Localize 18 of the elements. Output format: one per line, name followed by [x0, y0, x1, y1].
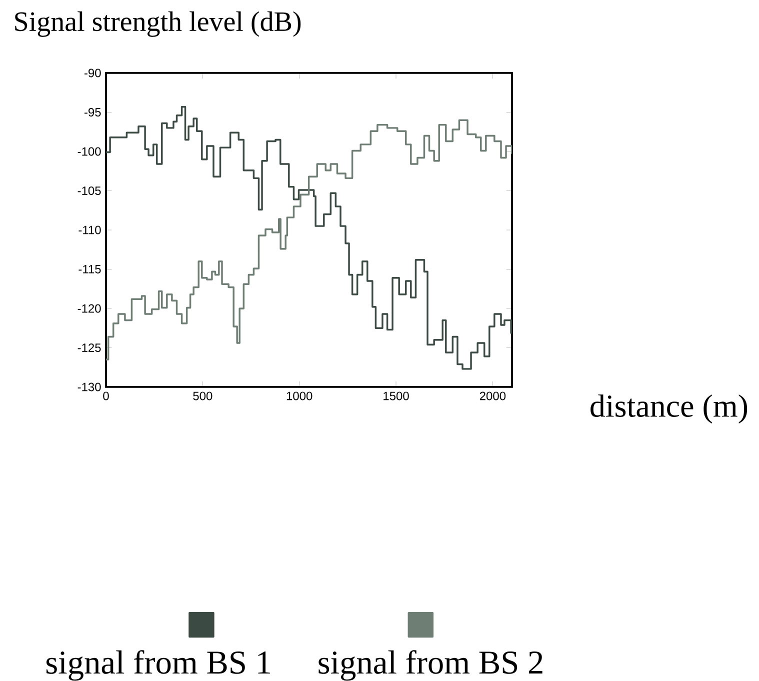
- x-tick-label: 500: [193, 392, 212, 400]
- x-tick-label: 0: [103, 392, 109, 400]
- y-axis-title: Signal strength level (dB): [15, 11, 301, 37]
- y-tick-label: -90: [84, 68, 101, 78]
- y-tick-label: -115: [78, 265, 101, 274]
- x-axis-title: distance (m): [590, 394, 748, 424]
- x-tick-label: 2000: [480, 392, 506, 400]
- y-tick-label: -125: [78, 344, 101, 352]
- y-tick-label: -110: [78, 226, 101, 234]
- y-tick-label: -100: [78, 147, 101, 156]
- y-tick-label: -95: [84, 108, 101, 117]
- y-tick-label: -105: [78, 186, 101, 196]
- legend-label: signal from BS 1: [46, 650, 270, 681]
- y-tick-label: -120: [78, 304, 101, 313]
- legend-label: signal from BS 2: [318, 650, 542, 681]
- x-tick-label: 1000: [286, 392, 312, 400]
- x-tick-label: 1500: [384, 392, 409, 400]
- y-tick-label: -130: [78, 382, 101, 392]
